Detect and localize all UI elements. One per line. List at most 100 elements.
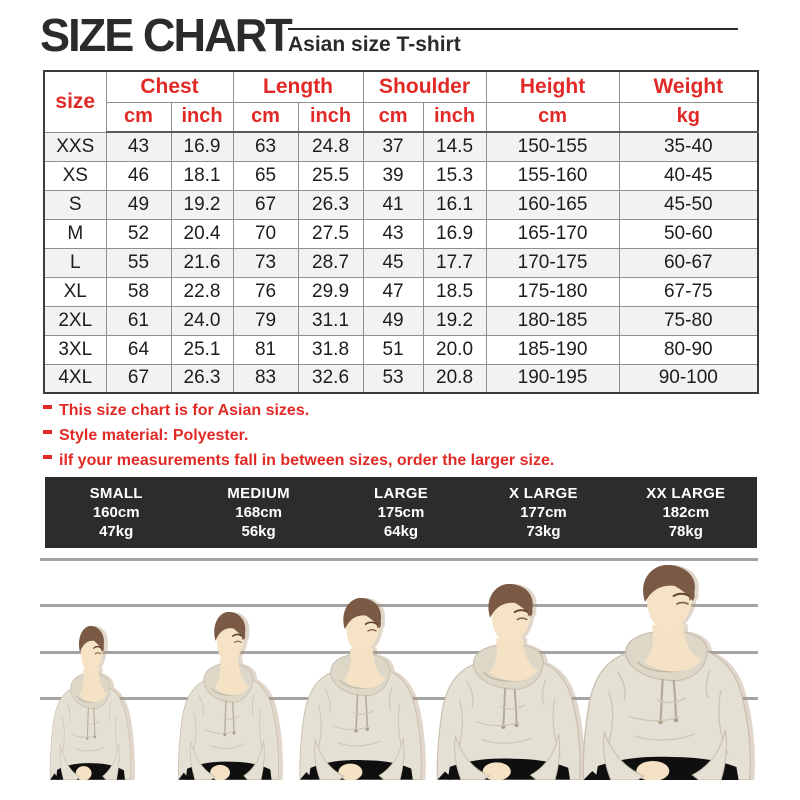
- summary-column: SMALL 160cm 47kg: [45, 484, 187, 541]
- value-cell: 39: [362, 160, 424, 191]
- group-header-length: Length: [232, 70, 364, 103]
- summary-size-name: XX LARGE: [646, 485, 726, 502]
- value-cell: 83: [232, 363, 299, 394]
- value-cell: 16.9: [170, 131, 234, 162]
- height-guide-line: [40, 604, 758, 607]
- unit-header: kg: [618, 101, 759, 133]
- summary-height: 182cm: [662, 504, 710, 521]
- hoodie-man-figure-2: [177, 612, 280, 780]
- value-cell: 58: [105, 276, 172, 307]
- value-cell: 63: [232, 131, 299, 162]
- group-header-height: Height: [485, 70, 620, 103]
- subtitle-block: Asian size T-shirt: [288, 12, 738, 57]
- value-cell: 24.0: [170, 305, 234, 336]
- summary-column: X LARGE 177cm 73kg: [472, 484, 614, 541]
- table-row: 2XL 61 24.0 79 31.1 49 19.2 180-185 75-80: [43, 305, 759, 336]
- size-table: size Chest Length Shoulder Height Weight cm inc…: [43, 70, 760, 394]
- size-cell: M: [43, 218, 107, 249]
- note-text: This size chart is for Asian sizes.: [59, 402, 310, 419]
- value-cell: 79: [232, 305, 299, 336]
- hoodie-man-figure-1: [49, 626, 132, 780]
- table-row: S 49 19.2 67 26.3 41 16.1 160-165 45-50: [43, 189, 759, 220]
- group-header-chest: Chest: [105, 70, 234, 103]
- unit-header: inch: [297, 101, 364, 133]
- notes-list: This size chart is for Asian sizes. Style…: [43, 402, 743, 477]
- value-cell: 26.3: [170, 363, 234, 394]
- note-item: Style material: Polyester.: [43, 427, 743, 444]
- value-cell: 49: [105, 189, 172, 220]
- height-guide-line: [40, 558, 758, 561]
- summary-height: 175cm: [377, 504, 425, 521]
- value-cell: 80-90: [618, 334, 759, 365]
- summary-size-name: SMALL: [89, 485, 143, 502]
- value-cell: 19.2: [422, 305, 487, 336]
- unit-header: inch: [170, 101, 234, 133]
- value-cell: 18.1: [170, 160, 234, 191]
- value-cell: 52: [105, 218, 172, 249]
- value-cell: 31.8: [297, 334, 364, 365]
- summary-weight: 56kg: [241, 523, 276, 540]
- value-cell: 32.6: [297, 363, 364, 394]
- summary-size-name: LARGE: [374, 485, 429, 502]
- value-cell: 65: [232, 160, 299, 191]
- value-cell: 17.7: [422, 247, 487, 278]
- value-cell: 21.6: [170, 247, 234, 278]
- value-cell: 160-165: [485, 189, 620, 220]
- table-row: XS 46 18.1 65 25.5 39 15.3 155-160 40-45: [43, 160, 759, 191]
- value-cell: 175-180: [485, 276, 620, 307]
- value-cell: 19.2: [170, 189, 234, 220]
- size-cell: XXS: [43, 131, 107, 162]
- size-cell: 4XL: [43, 363, 107, 394]
- value-cell: 61: [105, 305, 172, 336]
- hoodie-man-figure-5: [582, 565, 752, 780]
- summary-weight: 64kg: [383, 523, 419, 540]
- value-cell: 76: [232, 276, 299, 307]
- value-cell: 67-75: [618, 276, 759, 307]
- value-cell: 45: [362, 247, 424, 278]
- unit-header: cm: [362, 101, 424, 133]
- bullet-dash-icon: [43, 405, 52, 409]
- value-cell: 27.5: [297, 218, 364, 249]
- summary-weight: 73kg: [526, 523, 561, 540]
- value-cell: 47: [362, 276, 424, 307]
- value-cell: 45-50: [618, 189, 759, 220]
- group-header-weight: Weight: [618, 70, 759, 103]
- value-cell: 35-40: [618, 131, 759, 162]
- height-lineup-illustration: [0, 548, 800, 780]
- page-subtitle: Asian size T-shirt: [288, 33, 461, 56]
- value-cell: 67: [105, 363, 172, 394]
- size-cell: XL: [43, 276, 107, 307]
- size-cell: 2XL: [43, 305, 107, 336]
- note-item: ilf your measurements fall in between si…: [43, 452, 743, 469]
- value-cell: 14.5: [422, 131, 487, 162]
- value-cell: 81: [232, 334, 299, 365]
- page-title: SIZE CHART: [40, 9, 293, 61]
- value-cell: 67: [232, 189, 299, 220]
- table-row: XL 58 22.8 76 29.9 47 18.5 175-180 67-75: [43, 276, 759, 307]
- table-row: 3XL 64 25.1 81 31.8 51 20.0 185-190 80-90: [43, 334, 759, 365]
- summary-height: 160cm: [92, 504, 140, 521]
- table-row: XXS 43 16.9 63 24.8 37 14.5 150-155 35-40: [43, 131, 759, 162]
- summary-weight: 78kg: [668, 523, 703, 540]
- value-cell: 170-175: [485, 247, 620, 278]
- value-cell: 75-80: [618, 305, 759, 336]
- value-cell: 25.5: [297, 160, 364, 191]
- bullet-dash-icon: [43, 455, 52, 459]
- summary-size-name: X LARGE: [509, 485, 578, 502]
- value-cell: 22.8: [170, 276, 234, 307]
- value-cell: 55: [105, 247, 172, 278]
- size-cell: S: [43, 189, 107, 220]
- subtitle-rule: [288, 28, 738, 30]
- unit-header: cm: [232, 101, 299, 133]
- size-cell: L: [43, 247, 107, 278]
- value-cell: 46: [105, 160, 172, 191]
- value-cell: 28.7: [297, 247, 364, 278]
- summary-size-name: MEDIUM: [227, 485, 290, 502]
- value-cell: 190-195: [485, 363, 620, 394]
- value-cell: 180-185: [485, 305, 620, 336]
- group-header-shoulder: Shoulder: [362, 70, 487, 103]
- value-cell: 26.3: [297, 189, 364, 220]
- note-text: Style material: Polyester.: [59, 427, 249, 444]
- value-cell: 70: [232, 218, 299, 249]
